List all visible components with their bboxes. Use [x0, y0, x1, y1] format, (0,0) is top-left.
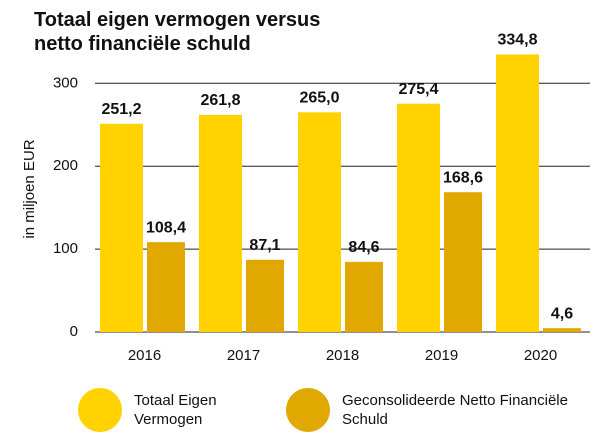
legend-label: Totaal Eigen Vermogen [134, 392, 217, 428]
y-axis-label: in miljoen EUR [21, 139, 38, 238]
bar [298, 112, 341, 332]
x-tick-label: 2017 [227, 347, 260, 364]
value-label: 334,8 [497, 32, 537, 49]
y-tick-label: 300 [53, 74, 78, 91]
y-tick-label: 200 [53, 157, 78, 174]
value-label: 4,6 [551, 305, 573, 322]
bar [444, 192, 482, 332]
x-tick-label: 2019 [425, 347, 458, 364]
value-label: 168,6 [443, 169, 483, 186]
value-label: 108,4 [146, 219, 186, 236]
legend-swatch [78, 388, 122, 432]
legend-item: Totaal Eigen Vermogen [78, 388, 264, 432]
value-label: 265,0 [299, 90, 339, 107]
legend-item: Geconsolideerde Netto Financiële Schuld [286, 388, 592, 432]
bar [147, 242, 185, 332]
x-tick-label: 2020 [524, 347, 557, 364]
value-label: 87,1 [249, 237, 280, 254]
y-tick-label: 0 [70, 323, 78, 340]
value-label: 275,4 [398, 81, 438, 98]
value-label: 84,6 [348, 239, 379, 256]
bar [397, 103, 440, 332]
bar [246, 259, 284, 332]
bar [496, 54, 539, 332]
value-label: 251,2 [101, 101, 141, 118]
bar [100, 123, 143, 332]
bar [543, 328, 581, 332]
x-tick-label: 2016 [128, 347, 161, 364]
chart-title: Totaal eigen vermogen versus netto finan… [34, 9, 321, 55]
value-label: 261,8 [200, 92, 240, 109]
bar [199, 114, 242, 333]
legend-label: Geconsolideerde Netto Financiële Schuld [342, 392, 568, 428]
legend-swatch [286, 388, 330, 432]
x-tick-label: 2018 [326, 347, 359, 364]
y-tick-label: 100 [53, 240, 78, 257]
bar [345, 261, 383, 332]
